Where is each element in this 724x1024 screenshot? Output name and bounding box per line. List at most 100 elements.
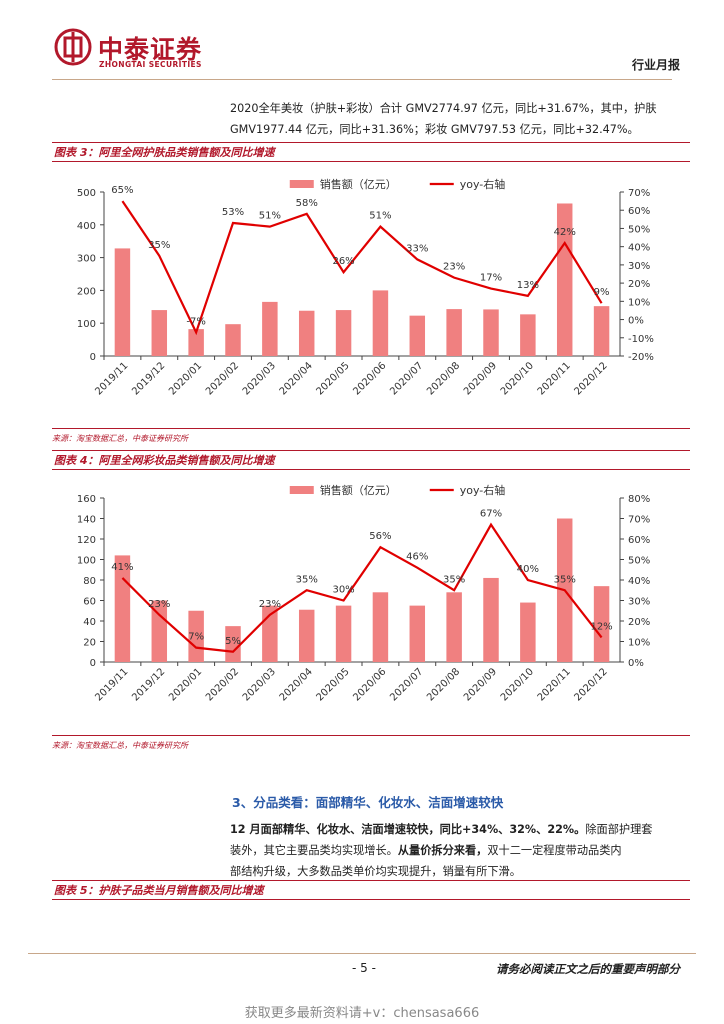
bar	[151, 310, 168, 356]
left-tick-label: 300	[77, 254, 96, 265]
yoy-data-label: 56%	[369, 531, 391, 542]
skincare-sales-chart: 0 100 200 300 400 500 -20% -10% 0% 10% 20% 30% 40% 50…	[77, 177, 654, 397]
yoy-data-label: 65%	[111, 185, 133, 196]
figure3-source: 来源：淘宝数据汇总，中泰证券研究所	[52, 434, 188, 443]
right-tick-label: 0%	[628, 658, 644, 669]
yoy-data-label: 23%	[443, 262, 465, 273]
section-line-2-bold: 从量价拆分来看，	[397, 844, 488, 857]
watermark: 获取更多最新资料请+v：chensasa666	[244, 1006, 480, 1021]
bar	[409, 315, 426, 356]
yoy-data-label: 13%	[517, 280, 539, 291]
intro-line-2: GMV1977.44 亿元，同比+31.36%；彩妆 GMV797.53 亿元，…	[230, 123, 639, 136]
bar	[409, 605, 426, 662]
figure4-divider	[52, 735, 690, 736]
bar	[335, 605, 352, 662]
yoy-data-label: 35%	[554, 574, 576, 585]
x-tick-label: 2020/04	[278, 666, 315, 703]
yoy-line	[121, 200, 603, 336]
x-tick-label: 2020/06	[351, 360, 388, 397]
right-tick-label: 50%	[628, 556, 650, 567]
left-tick-label: 200	[77, 286, 96, 297]
section-heading: 3、分品类看：面部精华、化妆水、洁面增速较快	[232, 795, 504, 810]
bar	[225, 324, 241, 356]
section-line-1-rest: 除面部护理套	[585, 823, 653, 836]
left-tick-label: 20	[83, 638, 96, 649]
bar	[593, 586, 610, 662]
bar	[520, 314, 536, 356]
yoy-data-label: 23%	[148, 599, 170, 610]
left-tick-label: 500	[77, 188, 96, 199]
yoy-data-label: 53%	[222, 207, 244, 218]
yoy-data-label: 51%	[369, 211, 391, 222]
right-tick-label: 30%	[628, 597, 650, 608]
bar	[298, 310, 315, 356]
logo-text-cn: 中泰证券	[98, 35, 203, 64]
legend-bar-label: 销售额（亿元）	[320, 483, 397, 497]
right-tick-label: -10%	[628, 334, 654, 345]
figure4-source: 来源：淘宝数据汇总，中泰证券研究所	[52, 741, 188, 750]
right-tick-label: 0%	[628, 316, 644, 327]
bar	[114, 248, 131, 356]
section-line-3: 部结构升级，大多数品类单价均实现提升，销量有所下滑。	[230, 865, 521, 878]
x-tick-label: 2020/01	[167, 360, 204, 397]
x-tick-label: 2020/05	[315, 360, 352, 397]
bar	[483, 577, 499, 662]
logo-text-en: ZHONGTAI SECURITIES	[99, 60, 202, 69]
x-tick-label: 2019/12	[130, 666, 167, 703]
left-tick-label: 400	[77, 221, 96, 232]
x-tick-label: 2020/03	[241, 666, 278, 703]
left-tick-label: 0	[90, 352, 96, 363]
yoy-data-label: 67%	[480, 509, 502, 520]
legend-bar-swatch	[289, 180, 314, 188]
section-line-2-a: 装外，其它主要品类均实现增长。	[230, 844, 398, 857]
bar	[262, 301, 278, 356]
figure3-divider	[52, 428, 690, 429]
x-tick-label: 2019/12	[130, 360, 167, 397]
yoy-data-label: 30%	[332, 585, 354, 596]
x-tick-label: 2020/03	[241, 360, 278, 397]
left-tick-label: 0	[90, 658, 96, 669]
legend-line-label: yoy-右轴	[460, 483, 506, 497]
right-tick-label: 80%	[628, 494, 650, 505]
yoy-data-label: 7%	[188, 632, 204, 643]
legend-bar-swatch	[289, 486, 314, 494]
bar	[593, 306, 610, 356]
x-tick-label: 2020/02	[204, 666, 241, 703]
x-tick-label: 2020/01	[167, 666, 204, 703]
x-tick-label: 2020/02	[204, 360, 241, 397]
x-tick-label: 2020/07	[388, 360, 425, 397]
yoy-data-label: 42%	[554, 227, 576, 238]
section-line-2: 装外，其它主要品类均实现增长。从量价拆分来看，双十二一定程度带动品类内	[230, 840, 682, 861]
x-tick-label: 2020/11	[536, 666, 573, 703]
zhongtai-logo-icon	[54, 28, 92, 66]
left-tick-label: 80	[83, 576, 96, 587]
intro-line-1: 2020全年美妆（护肤+彩妆）合计 GMV2774.97 亿元，同比+31.67…	[230, 102, 657, 115]
bar	[225, 626, 241, 662]
report-type: 行业月报	[631, 58, 680, 72]
yoy-data-label: 35%	[148, 240, 170, 251]
legend-bar-label: 销售额（亿元）	[320, 177, 397, 191]
x-tick-label: 2019/11	[93, 666, 130, 703]
x-tick-label: 2020/08	[425, 666, 462, 703]
yoy-line	[121, 522, 603, 653]
legend-line-label: yoy-右轴	[460, 177, 506, 191]
bar	[372, 592, 389, 662]
bar	[520, 602, 536, 662]
x-tick-label: 2020/12	[573, 360, 610, 397]
yoy-data-label: 41%	[111, 562, 133, 573]
disclaimer: 请务必阅读正文之后的重要声明部分	[496, 962, 680, 976]
page-number: - 5 -	[352, 961, 376, 975]
x-tick-label: 2020/04	[278, 360, 315, 397]
x-tick-label: 2020/11	[536, 360, 573, 397]
right-tick-label: 50%	[628, 224, 650, 235]
left-tick-label: 120	[77, 535, 96, 546]
x-tick-label: 2020/10	[499, 360, 536, 397]
yoy-data-label: 51%	[259, 211, 281, 222]
x-tick-label: 2020/09	[462, 666, 499, 703]
x-tick-label: 2020/10	[499, 666, 536, 703]
bar	[335, 310, 352, 356]
bar	[372, 290, 389, 356]
bar	[188, 610, 204, 662]
header-divider	[52, 79, 672, 80]
yoy-data-label: -7%	[186, 316, 205, 327]
